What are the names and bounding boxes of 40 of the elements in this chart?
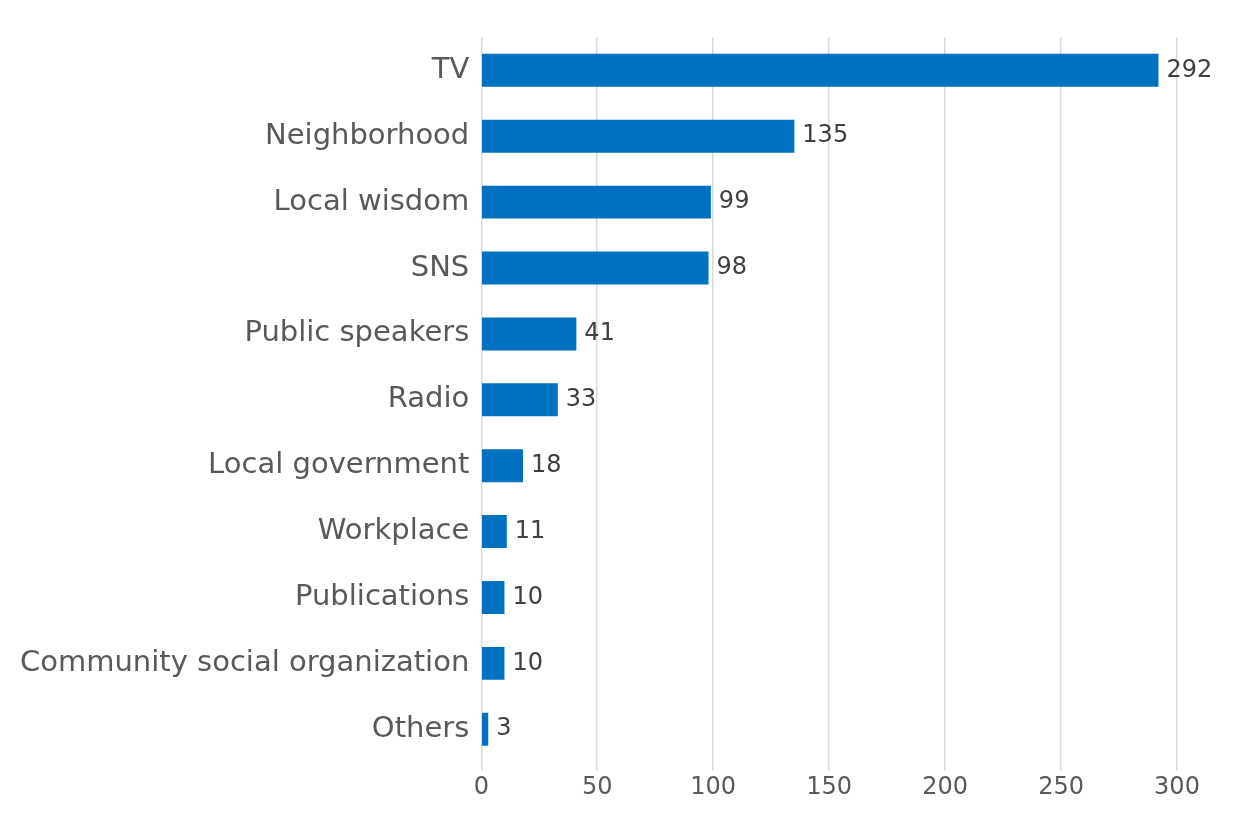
y-tick-label: TV (430, 50, 470, 85)
x-tick-label: 200 (922, 771, 968, 800)
data-label: 11 (514, 515, 546, 544)
bar (482, 185, 711, 219)
bar (482, 317, 577, 351)
y-tick-label: Workplace (317, 512, 470, 547)
x-tick-label: 150 (806, 771, 853, 800)
x-tick-label: 50 (581, 771, 613, 800)
x-tick-label: 100 (690, 771, 737, 800)
bar (482, 383, 558, 417)
bar (482, 53, 1159, 87)
data-label: 10 (512, 647, 544, 676)
bar (482, 581, 505, 614)
y-tick-label: Publications (295, 578, 470, 612)
data-label: 135 (802, 120, 849, 149)
x-tick-label: 250 (1038, 771, 1084, 800)
data-label: 41 (584, 318, 615, 347)
bar (482, 119, 795, 153)
bar (482, 449, 524, 483)
y-tick-label: Radio (387, 380, 470, 415)
data-label: 98 (716, 252, 748, 281)
y-tick-label: Community social organization (19, 643, 470, 678)
bar (482, 712, 489, 746)
x-tick-label: 300 (1154, 771, 1200, 800)
data-label: 10 (512, 581, 544, 610)
data-label: 99 (718, 186, 750, 215)
data-label: 292 (1166, 54, 1213, 83)
y-tick-label: Local wisdom (273, 182, 470, 217)
y-tick-label: Public speakers (244, 314, 470, 349)
data-label: 33 (565, 384, 597, 413)
data-label: 3 (496, 713, 512, 742)
y-tick-label: Local government (208, 446, 470, 481)
x-tick-label: 0 (473, 771, 489, 800)
y-tick-label: Others (371, 709, 470, 744)
bar (482, 646, 505, 680)
data-label: 18 (531, 449, 562, 478)
bar (482, 515, 507, 549)
y-tick-label: Neighborhood (265, 116, 470, 151)
bar (482, 251, 709, 285)
y-tick-label: SNS (410, 248, 470, 283)
